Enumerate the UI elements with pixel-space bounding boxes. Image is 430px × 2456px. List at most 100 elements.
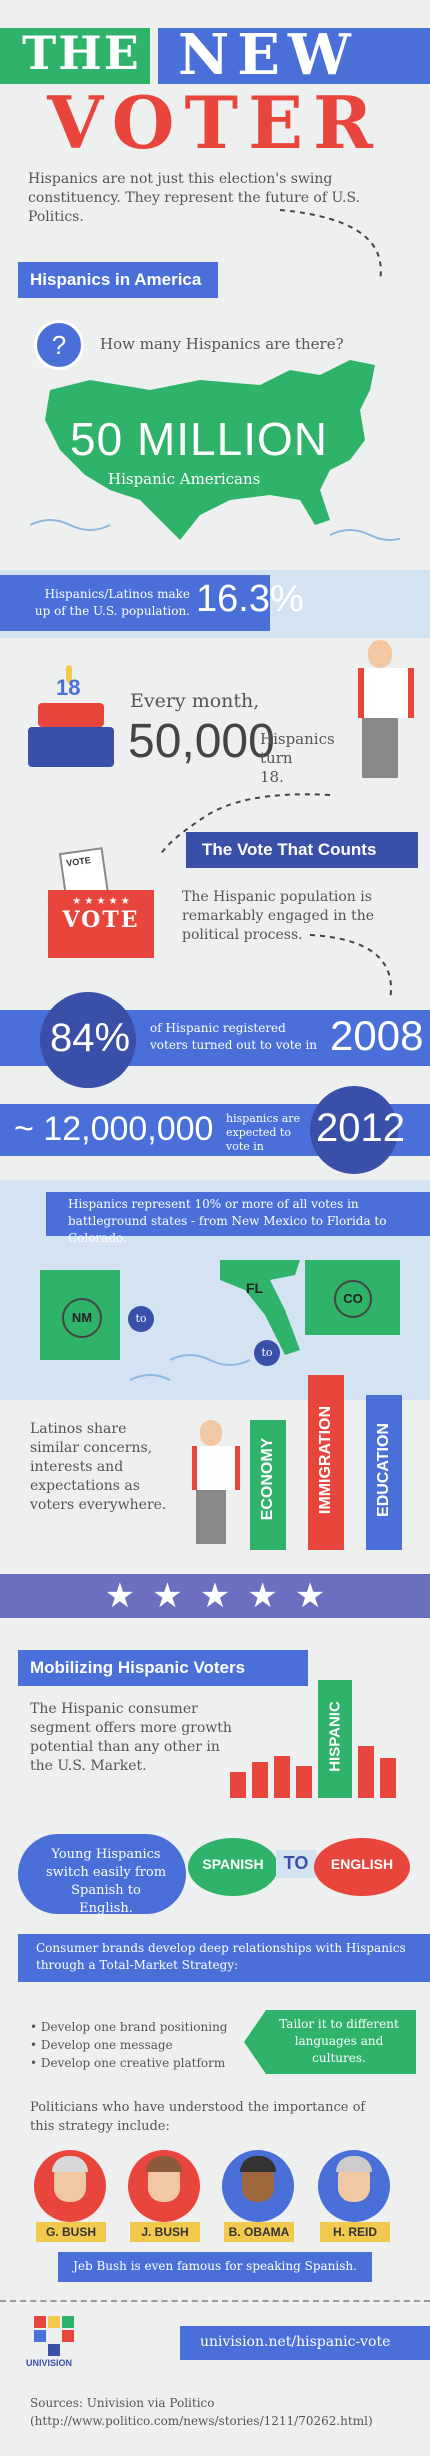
title-voter: VOTER — [47, 80, 383, 165]
usa-map — [30, 360, 400, 541]
intro-text: Hispanics are not just this election's s… — [28, 171, 361, 225]
jeb-text: Jeb Bush is even famous for speaking Spa… — [73, 2259, 357, 2273]
section1-ribbon: Hispanics in America — [18, 262, 218, 298]
title-new-band — [158, 28, 430, 84]
politician-2 — [128, 2150, 200, 2222]
star-3: ★ — [199, 1576, 231, 1616]
stat2-number: ~ 12,000,000 — [14, 1110, 214, 1148]
dashed-path-1 — [279, 209, 382, 281]
stat1-text: of Hispanic registered voters turned out… — [150, 1021, 318, 1052]
spanish-bubble — [188, 1838, 278, 1896]
ballot-stars: ★ ★ ★ ★ ★ — [72, 896, 130, 907]
footer-divider — [0, 2300, 430, 2302]
young-bubble — [18, 1834, 186, 1914]
section1-title: Hispanics in America — [30, 270, 202, 289]
footer-link-band[interactable] — [180, 2326, 430, 2360]
sources: Sources: Univision via Politico — [30, 2396, 215, 2410]
person-2 — [186, 1420, 240, 1545]
state-fl: FL — [246, 1280, 264, 1296]
every-month: Every month, — [130, 690, 260, 712]
title-the-band — [0, 28, 150, 84]
monthly-number: 50,000 — [128, 715, 275, 768]
issue-immigration-label: IMMIGRATION — [317, 1405, 334, 1515]
star-4: ★ — [247, 1576, 278, 1616]
stat2-text: hispanics are expected to vote in — [226, 1112, 301, 1153]
politician-1 — [34, 2150, 106, 2222]
stat2-year: 2012 — [316, 1106, 405, 1150]
star-5: ★ — [294, 1576, 326, 1616]
tailor-box — [266, 2010, 416, 2074]
big-number: 50 MILLION — [70, 413, 328, 465]
section3-title: Mobilizing Hispanic Voters — [30, 1658, 246, 1677]
tailor-text: Tailor it to different languages and cul… — [279, 2017, 399, 2065]
stat1-year: 2008 — [330, 1012, 424, 1059]
english-label: ENGLISH — [330, 1856, 394, 1872]
develop-item-1: • Develop one brand positioning — [30, 2020, 228, 2034]
issue-immigration: IMMIGRATION — [308, 1375, 344, 1550]
stat1-percent: 84% — [50, 1016, 131, 1060]
ballot-label: VOTE — [65, 854, 92, 869]
question-circle: ? — [34, 320, 84, 370]
politician-2-name: J. BUSH — [130, 2222, 200, 2242]
politician-1-name: G. BUSH — [36, 2222, 106, 2242]
latinos-text: Latinos share similar concerns, interest… — [30, 1421, 167, 1513]
univision-logo — [34, 2316, 74, 2356]
politician-4-name: H. REID — [320, 2222, 390, 2242]
state-co: CO — [334, 1280, 372, 1318]
issue-education-label: EDUCATION — [375, 1423, 392, 1517]
states-map — [40, 1260, 400, 1381]
stat2-circle — [310, 1086, 398, 1174]
english-bubble — [314, 1838, 410, 1896]
battleground-text: Hispanics represent 10% or more of all v… — [68, 1197, 387, 1245]
cake-icon: 18 — [26, 665, 116, 775]
hispanic-bar-label: HISPANIC — [326, 1701, 344, 1772]
population-text: Hispanics/Latinos make up of the U.S. po… — [34, 587, 190, 618]
footer-link[interactable]: univision.net/hispanic-vote — [200, 2334, 391, 2350]
to-label-box — [276, 1850, 316, 1878]
connector-to-2: to — [254, 1340, 280, 1366]
stat1-circle — [40, 992, 136, 1088]
monthly-caption: Hispanics turn 18. — [260, 730, 335, 786]
politician-3 — [222, 2150, 294, 2222]
star-1: ★ — [104, 1576, 136, 1616]
dashed-path-2 — [159, 793, 331, 856]
section2-title: The Vote That Counts — [202, 840, 377, 859]
section3-ribbon: Mobilizing Hispanic Voters — [18, 1650, 308, 1686]
person-1 — [350, 640, 414, 780]
univision-logo-text: UNIVISION — [26, 2358, 73, 2368]
politicians-text: Politicians who have understood the impo… — [30, 2100, 366, 2134]
to-label: TO — [283, 1853, 309, 1873]
cake-number: 18 — [56, 675, 81, 700]
section2-ribbon: The Vote That Counts — [186, 832, 418, 868]
growth-bars: HISPANIC — [226, 1680, 426, 1800]
big-caption: Hispanic Americans — [108, 470, 261, 488]
sources-url[interactable]: (http://www.politico.com/news/stories/12… — [30, 2414, 373, 2428]
spanish-label: SPANISH — [202, 1856, 264, 1872]
state-nm: NM — [62, 1298, 102, 1338]
develop-item-2: • Develop one message — [30, 2038, 173, 2052]
issue-education: EDUCATION — [366, 1395, 402, 1550]
politician-4 — [318, 2150, 390, 2222]
tailor-arrow — [244, 2010, 266, 2074]
develop-list: • Develop one brand positioning • Develo… — [30, 2018, 230, 2072]
consumer-text: The Hispanic consumer segment offers mor… — [30, 1701, 232, 1774]
title-new: NEW — [178, 22, 359, 88]
battleground-ribbon — [46, 1192, 430, 1236]
issue-economy-label: ECONOMY — [259, 1437, 276, 1521]
question-mark: ? — [51, 330, 67, 360]
population-percent: 16.3% — [196, 578, 304, 620]
issue-economy: ECONOMY — [250, 1420, 286, 1550]
header: THE NEW VOTER — [0, 0, 430, 165]
hispanic-bar: HISPANIC — [318, 1680, 352, 1798]
question-text: How many Hispanics are there? — [100, 335, 344, 353]
ballot-box: VOTE ★ ★ ★ ★ ★ VOTE — [48, 847, 158, 960]
brands-text: Consumer brands develop deep relationshi… — [36, 1941, 406, 1972]
ballot-word: VOTE — [62, 907, 140, 933]
brands-band — [18, 1934, 430, 1982]
politician-3-name: B. OBAMA — [224, 2222, 294, 2242]
population-ribbon — [0, 575, 270, 631]
title-the: THE — [22, 26, 141, 80]
star-2: ★ — [152, 1576, 183, 1616]
engaged-text: The Hispanic population is remarkably en… — [182, 889, 375, 943]
dashed-path-3 — [309, 934, 392, 1001]
